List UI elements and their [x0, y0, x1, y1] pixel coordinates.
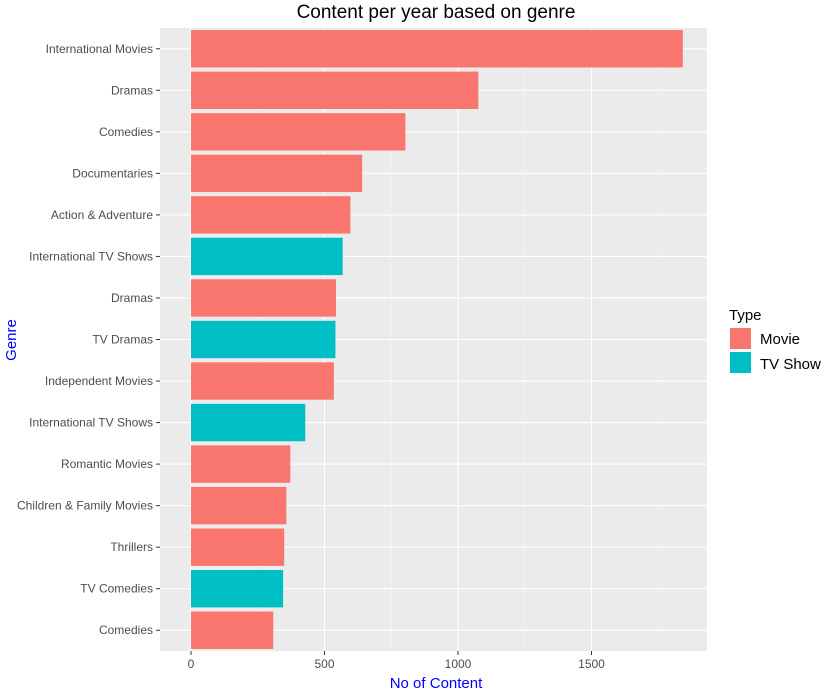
- y-axis-title: Genre: [3, 319, 20, 361]
- x-tick-label: 1500: [578, 657, 605, 671]
- x-axis: 0 500 1000 1500: [188, 651, 605, 671]
- y-axis: International Movies Dramas Comedies Docume…: [17, 42, 160, 637]
- legend-label-tv-show: TV Show: [760, 356, 821, 373]
- y-tick-label: Dramas: [111, 291, 153, 305]
- x-axis-title: No of Content: [390, 675, 483, 692]
- chart-title: Content per year based on genre: [297, 2, 576, 23]
- bar-tv-show: [191, 403, 306, 442]
- y-tick-label: Comedies: [99, 125, 153, 139]
- bar-movie: [191, 362, 334, 400]
- bar-movie: [191, 445, 291, 483]
- y-tick-label: Independent Movies: [45, 374, 153, 388]
- legend-key-tv-show: [730, 352, 751, 373]
- bar-movie: [191, 154, 363, 193]
- bar-movie: [191, 71, 479, 109]
- bar-movie: [191, 30, 683, 68]
- x-tick-label: 1000: [445, 657, 472, 671]
- bar-movie: [191, 279, 336, 317]
- legend-key-movie: [730, 328, 751, 349]
- x-tick-label: 0: [188, 657, 195, 671]
- bar-tv-show: [191, 320, 336, 359]
- y-tick-label: International Movies: [46, 42, 153, 56]
- bars: [191, 30, 683, 649]
- y-tick-label: Thrillers: [110, 540, 153, 554]
- y-tick-label: Romantic Movies: [61, 457, 153, 471]
- legend: Type Movie TV Show: [729, 307, 821, 373]
- bar-movie: [191, 486, 287, 525]
- y-tick-label: Documentaries: [72, 166, 153, 180]
- y-tick-label: International TV Shows: [29, 249, 153, 263]
- y-tick-label: International TV Shows: [29, 416, 153, 430]
- bar-movie: [191, 611, 274, 649]
- legend-label-movie: Movie: [760, 331, 800, 348]
- bar-movie: [191, 528, 285, 566]
- x-tick-label: 500: [314, 657, 334, 671]
- y-tick-label: Comedies: [99, 623, 153, 637]
- bar-tv-show: [191, 237, 343, 276]
- y-tick-label: Action & Adventure: [51, 208, 153, 222]
- y-tick-label: TV Comedies: [80, 582, 153, 596]
- bar-movie: [191, 196, 351, 234]
- legend-title: Type: [729, 307, 762, 324]
- y-tick-label: Children & Family Movies: [17, 499, 153, 513]
- y-tick-label: TV Dramas: [92, 333, 153, 347]
- bar-tv-show: [191, 570, 284, 608]
- y-tick-label: Dramas: [111, 83, 153, 97]
- bar-movie: [191, 113, 406, 151]
